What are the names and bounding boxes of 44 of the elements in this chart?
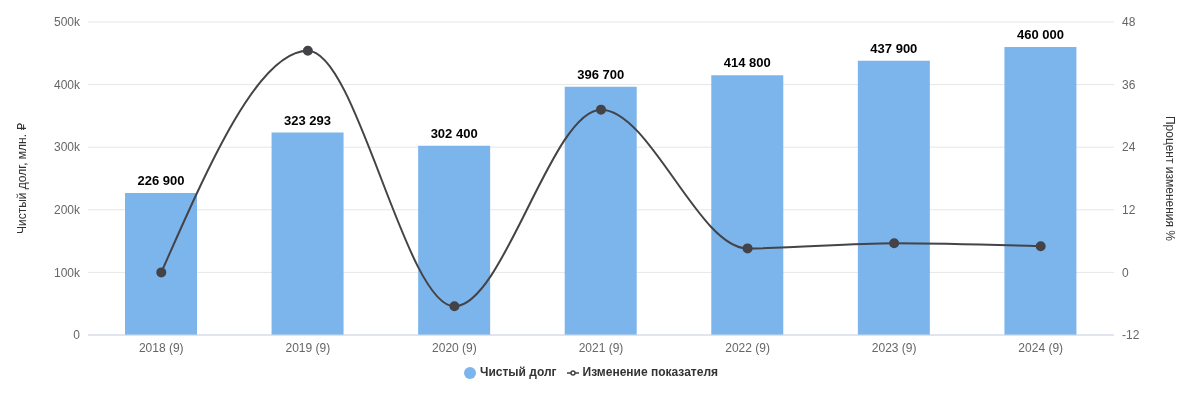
x-tick-label: 2020 (9)	[432, 340, 477, 355]
point	[449, 301, 460, 312]
bar	[1004, 47, 1077, 335]
bar	[564, 86, 637, 335]
x-tick-label: 2023 (9)	[871, 340, 917, 355]
data-label: 323 293	[284, 112, 332, 128]
y2-tick-label: 0	[1122, 265, 1129, 280]
y-tick-label: 0	[73, 328, 81, 343]
y2-tick-label: -12	[1122, 328, 1140, 343]
legend-label: Изменение показателя	[582, 365, 719, 379]
point	[156, 267, 167, 278]
y2-tick-label: 48	[1122, 15, 1136, 30]
y-tick-label: 300k	[53, 140, 81, 155]
bar	[125, 192, 197, 335]
data-label: 437 900	[870, 40, 918, 56]
y-tick-label: 500k	[53, 15, 81, 30]
data-label: 460 000	[1016, 27, 1064, 43]
y-tick-label: 100k	[53, 265, 81, 280]
data-label: 414 800	[723, 55, 771, 71]
data-label: 226 900	[137, 172, 185, 188]
y2-tick-label: 24	[1122, 140, 1136, 155]
point	[302, 45, 313, 56]
y2-axis-title: Процент изменения %	[1162, 115, 1177, 242]
y-axis-title: Чистый долг, млн. ₽	[15, 122, 30, 235]
x-tick-label: 2019 (9)	[285, 340, 331, 355]
bar	[857, 60, 930, 335]
point	[742, 243, 753, 254]
y2-tick-label: 36	[1122, 77, 1136, 92]
y2-tick-label: 12	[1122, 203, 1136, 218]
point	[1035, 241, 1046, 252]
legend-label: Чистый долг	[479, 365, 557, 379]
y-tick-label: 400k	[53, 77, 81, 92]
bar	[271, 132, 344, 335]
point	[889, 238, 900, 249]
bar	[418, 145, 491, 335]
data-label: 302 400	[430, 125, 478, 141]
data-label: 396 700	[577, 66, 625, 82]
x-tick-label: 2022 (9)	[725, 340, 770, 355]
x-tick-label: 2021 (9)	[578, 340, 624, 355]
y-tick-label: 200k	[53, 203, 81, 218]
point	[596, 104, 606, 115]
x-tick-label: 2024 (9)	[1018, 340, 1064, 355]
x-tick-label: 2018 (9)	[138, 340, 184, 355]
bar	[711, 75, 784, 335]
